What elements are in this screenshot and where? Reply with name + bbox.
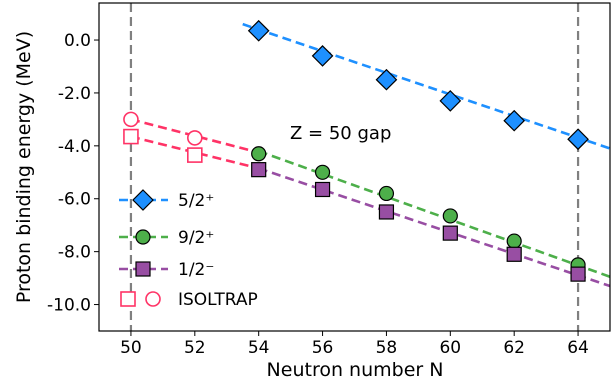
y-tick-label: -8.0 [58, 243, 91, 263]
legend-marker [132, 189, 154, 211]
y-tick-label: -6.0 [58, 190, 91, 210]
legend-marker [135, 229, 151, 245]
data-point [251, 162, 267, 178]
data-point [442, 225, 458, 241]
x-tick-label: 54 [248, 338, 270, 358]
z50-gap-annotation: Z = 50 gap [290, 123, 391, 144]
data-point [378, 185, 395, 202]
legend-isoltrap-square [120, 291, 136, 307]
legend-label: 5/2⁺ [178, 191, 214, 211]
y-axis-ticks: 0.0 -2.0 -4.0 -6.0 -8.0 -10.0 [47, 31, 99, 316]
isoltrap-square-point [187, 147, 203, 163]
data-point [439, 90, 462, 112]
isoltrap-fit-line [130, 118, 260, 154]
data-point [314, 164, 331, 180]
x-tick-label: 52 [184, 338, 206, 358]
data-point [251, 146, 267, 162]
y-tick-label: -2.0 [58, 84, 91, 104]
isoltrap-square-point [123, 128, 139, 145]
y-tick-label: -10.0 [47, 296, 91, 316]
isoltrap-circle-point [187, 130, 203, 146]
legend-label: 1/2⁻ [178, 260, 214, 280]
data-point [378, 204, 395, 220]
legend-isoltrap-circle [145, 291, 161, 307]
y-tick-label: 0.0 [64, 31, 91, 51]
data-markers [123, 19, 589, 282]
legend-label: 9/2⁺ [178, 228, 214, 248]
x-tick-label: 64 [567, 338, 589, 358]
data-point [311, 45, 334, 67]
legend-label: ISOLTRAP [178, 290, 258, 310]
data-point [247, 19, 270, 42]
y-tick-label: -4.0 [58, 137, 91, 157]
data-point [570, 266, 586, 282]
x-axis-ticks: 50 52 54 56 58 60 62 64 [120, 331, 589, 358]
data-point [375, 68, 398, 91]
x-tick-label: 56 [312, 338, 334, 358]
x-axis-label: Neutron number N [267, 359, 444, 381]
vertical-reference-lines [129, 3, 580, 331]
data-point [506, 246, 522, 262]
x-tick-label: 50 [120, 338, 142, 358]
x-tick-label: 60 [439, 338, 461, 358]
plot-frame [98, 2, 611, 332]
isoltrap-fit-line [130, 135, 260, 170]
fit-line [258, 149, 610, 278]
fit-line [242, 22, 610, 150]
x-tick-label: 58 [376, 338, 398, 358]
data-point [442, 208, 458, 224]
x-tick-label: 62 [503, 338, 525, 358]
data-point [567, 128, 589, 151]
data-point [503, 109, 526, 132]
legend-marker [135, 261, 151, 277]
isoltrap-circle-point [123, 111, 139, 128]
data-point [506, 233, 522, 249]
y-axis-label: Proton binding energy (MeV) [13, 31, 35, 303]
fit-line [258, 167, 610, 288]
data-point [314, 181, 331, 198]
legend: 5/2⁺ 9/2⁺ 1/2⁻ ISOLTRAP [119, 189, 258, 310]
